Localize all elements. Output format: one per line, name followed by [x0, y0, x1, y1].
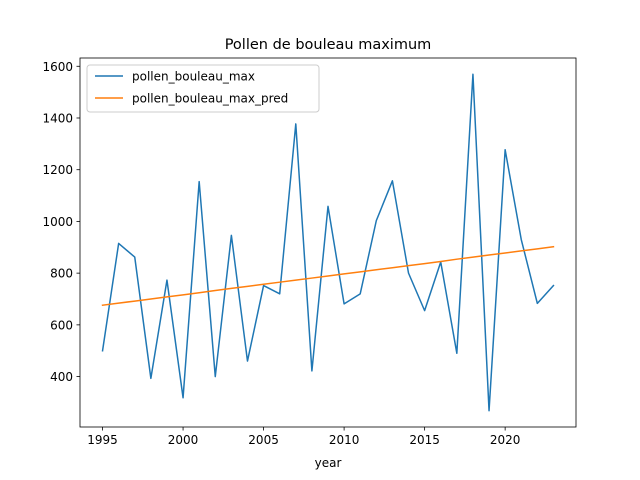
- x-tick-label: 2015: [409, 433, 440, 447]
- series-line-pollen-max-pred: [101, 245, 555, 307]
- legend-label-pollen-max: pollen_bouleau_max: [132, 70, 255, 84]
- y-tick-label: 1600: [42, 60, 73, 74]
- x-tick-label: 2000: [168, 433, 199, 447]
- x-tick-label: 2010: [329, 433, 360, 447]
- y-tick-label: 600: [50, 318, 73, 332]
- x-tick-label: 1995: [87, 433, 118, 447]
- x-tick-label: 2020: [490, 433, 521, 447]
- series-line-pollen-max: [101, 73, 555, 412]
- y-tick-label: 1200: [42, 163, 73, 177]
- y-tick-label: 1400: [42, 111, 73, 125]
- legend-label-pollen-max-pred: pollen_bouleau_max_pred: [132, 92, 288, 106]
- axes-frame: [79, 57, 577, 428]
- y-tick-label: 1000: [42, 215, 73, 229]
- y-tick-label: 400: [50, 370, 73, 384]
- chart-title: Pollen de bouleau maximum: [225, 37, 432, 53]
- plot-area: 1995 2000 2005 2010 2015 2020 400 600 800 1000 120…: [42, 57, 577, 447]
- y-tick-label: 800: [50, 267, 73, 281]
- legend-box: [86, 64, 320, 113]
- x-tick-label: 2005: [248, 433, 279, 447]
- legend: pollen_bouleau_max pollen_bouleau_max_pre…: [86, 64, 320, 113]
- x-axis-label: year: [315, 456, 342, 470]
